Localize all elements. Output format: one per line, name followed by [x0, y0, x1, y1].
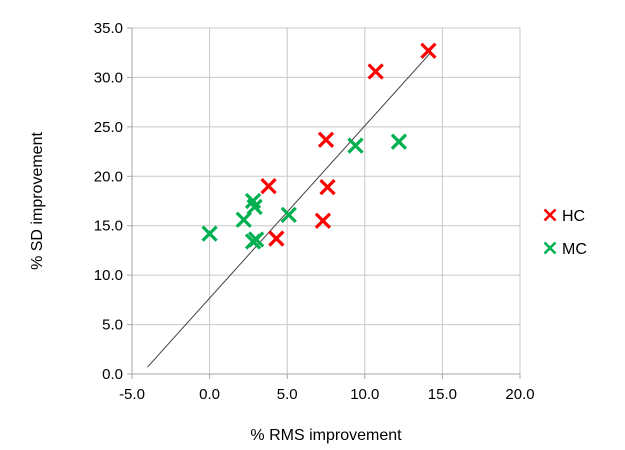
y-tick-label: 20.0 — [94, 168, 123, 185]
y-tick-label: 15.0 — [94, 218, 123, 235]
data-point-hc — [260, 178, 277, 195]
trendline-layer — [147, 51, 432, 368]
legend-marker-hc — [543, 208, 557, 222]
data-point-hc — [317, 131, 335, 148]
marker-stroke — [390, 133, 408, 150]
data-point-mc — [201, 225, 218, 242]
data-point-mc — [235, 211, 252, 228]
marker-stroke — [248, 231, 265, 248]
y-tick-labels: 0.0 5.0 10.0 15.0 20.0 25.0 30.0 35.0 — [94, 20, 123, 383]
data-point-mc — [390, 133, 408, 150]
axes — [127, 27, 521, 379]
y-axis-title: % SD improvement — [29, 132, 46, 270]
marker-stroke — [420, 42, 437, 59]
data-point-hc — [268, 230, 285, 247]
data-point-hc — [420, 42, 437, 59]
data-point-hc — [367, 63, 384, 80]
legend: HC MC — [543, 208, 587, 258]
legend-marker-mc — [543, 241, 557, 255]
marker-stroke — [260, 178, 277, 195]
data-point-mc — [347, 137, 364, 154]
y-tick-label: 30.0 — [94, 69, 123, 86]
marker-stroke — [347, 137, 364, 154]
data-point-hc — [314, 212, 332, 229]
marker-stroke — [314, 212, 332, 229]
legend-entry-hc: HC — [543, 208, 585, 225]
y-tick-label: 25.0 — [94, 119, 123, 136]
data-points — [201, 42, 437, 250]
marker-stroke — [235, 211, 252, 228]
marker-stroke — [367, 63, 384, 80]
x-tick-label: 10.0 — [350, 386, 379, 403]
y-tick-label: 35.0 — [94, 20, 123, 37]
x-tick-label: 5.0 — [277, 386, 298, 403]
x-tick-label: 0.0 — [199, 386, 220, 403]
marker-stroke — [201, 225, 218, 242]
data-point-mc — [280, 206, 297, 223]
legend-entry-mc: MC — [543, 241, 587, 258]
data-point-mc — [246, 198, 263, 216]
x-tick-label: -5.0 — [119, 386, 145, 403]
legend-label-mc: MC — [562, 241, 587, 258]
marker-stroke — [268, 230, 285, 247]
x-tick-labels: -5.0 0.0 5.0 10.0 15.0 20.0 — [119, 386, 535, 403]
y-tick-label: 10.0 — [94, 267, 123, 284]
data-point-mc — [248, 231, 265, 248]
data-point-hc — [319, 179, 336, 196]
y-tick-label: 0.0 — [102, 366, 123, 383]
marker-stroke — [246, 198, 263, 216]
trendline — [147, 51, 432, 368]
legend-label-hc: HC — [562, 208, 585, 225]
marker-stroke — [244, 192, 262, 210]
y-tick-label: 5.0 — [102, 317, 123, 334]
x-axis-title: % RMS improvement — [250, 427, 402, 444]
marker-stroke — [319, 179, 336, 196]
x-tick-label: 20.0 — [505, 386, 534, 403]
x-tick-label: 15.0 — [428, 386, 457, 403]
marker-stroke — [280, 206, 297, 223]
marker-stroke — [317, 131, 335, 148]
